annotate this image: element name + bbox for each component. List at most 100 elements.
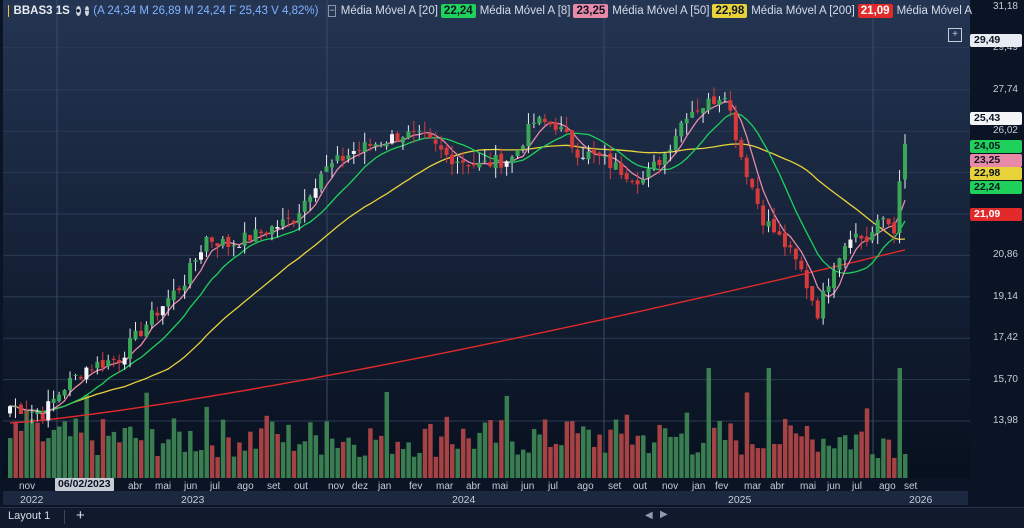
volume-bar <box>460 428 466 478</box>
scroll-right-icon[interactable]: ▶ <box>660 509 668 520</box>
candle <box>433 139 438 144</box>
volume-bar <box>319 454 324 478</box>
candle <box>777 231 782 235</box>
time-axis-month: mai <box>155 481 172 492</box>
volume-bar <box>711 427 717 478</box>
candle <box>870 232 875 241</box>
volume-bar <box>242 450 248 478</box>
candle <box>493 155 498 169</box>
candle <box>793 248 798 260</box>
volume-bar <box>570 421 575 478</box>
candle <box>864 236 869 242</box>
volume-bar <box>264 415 269 478</box>
volume-bar <box>591 446 597 478</box>
volume-bar <box>384 391 390 478</box>
volume-bar <box>586 429 591 478</box>
bottom-bar <box>0 507 1024 528</box>
add-layout-button[interactable]: + <box>76 507 85 524</box>
volume-bar <box>619 433 624 478</box>
candle <box>78 376 83 379</box>
volume-bar <box>690 454 695 478</box>
candle <box>368 144 373 146</box>
volume-bar <box>395 441 400 478</box>
candle <box>209 237 214 242</box>
indicator-ma-extra-label[interactable]: Média Móvel A <box>896 5 972 17</box>
volume-bar <box>466 438 471 478</box>
candle <box>324 166 329 172</box>
remove-icon[interactable]: − <box>84 6 90 16</box>
candle <box>788 245 793 248</box>
candle <box>695 110 700 112</box>
collapse-indicators-button[interactable]: − <box>328 5 336 17</box>
candle <box>160 306 165 316</box>
candle <box>646 168 651 178</box>
volume-bar <box>400 449 406 478</box>
indicator-ma200-label[interactable]: Média Móvel A [200] <box>751 5 855 17</box>
volume-bar <box>728 423 733 478</box>
candle <box>564 128 569 132</box>
candle <box>782 232 787 248</box>
candle <box>444 147 449 155</box>
volume-bar <box>553 443 559 478</box>
time-axis-month: set <box>904 481 918 492</box>
candle <box>662 153 667 165</box>
candle <box>308 196 313 203</box>
candle <box>253 229 258 242</box>
ohlc-change: V 4,82%) <box>271 5 319 17</box>
volume-bar <box>493 442 499 478</box>
volume-bar <box>335 447 340 478</box>
candle <box>630 180 635 182</box>
volume-bar <box>750 444 755 478</box>
time-axis-month: ago <box>879 481 896 492</box>
volume-bar <box>821 438 826 478</box>
time-axis-year: 2023 <box>181 494 205 506</box>
candle <box>690 112 695 118</box>
candle <box>193 260 198 262</box>
candle <box>581 157 586 159</box>
candle <box>619 163 624 175</box>
indicator-ma50-label[interactable]: Média Móvel A [50] <box>612 5 710 17</box>
volume-bar <box>810 439 815 478</box>
time-axis-month: nov <box>662 481 679 492</box>
volume-bar <box>575 433 581 478</box>
candle <box>439 145 444 150</box>
volume-bar <box>8 438 13 478</box>
volume-bar <box>166 439 171 478</box>
indicator-ma20-label[interactable]: Média Móvel A [20] <box>340 5 438 17</box>
time-axis-month: jun <box>827 481 841 492</box>
auto-scale-icon[interactable]: + <box>948 28 962 42</box>
candle <box>766 221 771 227</box>
price-tag-high: 29,49 <box>970 34 1022 47</box>
volume-bar <box>515 454 520 478</box>
volume-bar <box>777 444 782 478</box>
visibility-toggle-icon[interactable]: ● <box>75 6 81 16</box>
candle <box>395 133 400 142</box>
volume-bar <box>782 418 788 478</box>
candle <box>62 389 67 396</box>
candle <box>684 118 689 124</box>
indicator-ma8-label[interactable]: Média Móvel A [8] <box>479 5 571 17</box>
ticker-symbol[interactable]: BBAS3 1S <box>13 5 70 17</box>
time-axis-month: ago <box>237 481 254 492</box>
time-axis-month: mar <box>744 481 762 492</box>
candle <box>542 118 547 122</box>
scroll-left-icon[interactable]: ◀ <box>645 510 653 521</box>
volume-bar <box>155 455 160 478</box>
layout-tab[interactable]: Layout 1 <box>8 510 51 522</box>
volume-bar <box>89 440 95 478</box>
volume-bar <box>226 437 231 478</box>
volume-bar <box>428 423 433 478</box>
candle <box>362 142 367 153</box>
volume-bar <box>646 453 651 478</box>
volume-bar <box>297 444 302 478</box>
candle <box>144 324 149 337</box>
volume-bar <box>95 454 100 478</box>
volume-bar <box>635 435 641 478</box>
volume-bar <box>815 451 821 478</box>
candle <box>701 108 706 114</box>
candle <box>826 286 831 293</box>
time-axis-month: nov <box>19 481 36 492</box>
candle <box>166 298 171 307</box>
price-axis-tick: 27,74 <box>992 83 1018 95</box>
